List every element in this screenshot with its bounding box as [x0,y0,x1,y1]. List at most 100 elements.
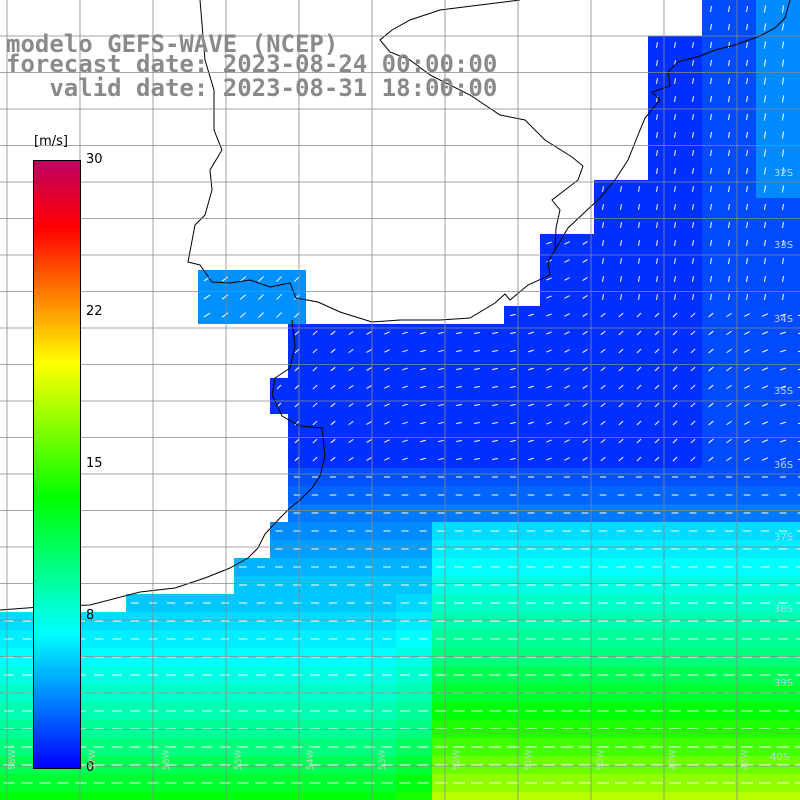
wind-arrow [294,420,300,426]
wind-cell [792,612,800,630]
wind-arrow [456,332,462,334]
wind-arrow [746,239,748,247]
wind-cell [792,342,800,360]
wind-cell [792,0,800,18]
wind-arrow [348,384,354,390]
wind-cell [792,360,800,378]
wind-arrow [636,456,642,462]
wind-cell [342,792,360,800]
wind-arrow [474,458,480,460]
wind-arrow [674,96,676,102]
wind-cell [540,792,558,800]
colorbar-tick-30: 30 [86,152,103,167]
wind-arrow [779,421,787,425]
wind-arrow [781,167,785,175]
wind-arrow [546,313,552,317]
wind-arrow [692,204,694,210]
wind-arrow [438,421,444,425]
wind-arrow [690,420,696,426]
wind-arrow [546,385,552,389]
wind-arrow [582,421,588,425]
wind-arrow [492,439,498,443]
wind-arrow [764,257,766,265]
wind-arrow [384,403,390,407]
wind-arrow [744,457,750,461]
wind-arrow [710,95,712,103]
wind-arrow [600,402,606,408]
wind-arrow [221,294,229,300]
wind-arrow [582,403,588,407]
lon-label: 58W [8,749,18,770]
wind-arrow [763,131,767,139]
wind-arrow [746,5,748,13]
wind-arrow [456,368,462,370]
wind-cell [360,792,378,800]
wind-arrow [564,313,570,317]
wind-arrow [492,367,498,371]
wind-cell [702,792,720,800]
wind-arrow [638,276,640,282]
wind-arrow [618,438,624,444]
wind-arrow [746,59,748,67]
wind-arrow [728,185,730,193]
wind-cell [792,540,800,558]
wind-cell [54,792,72,800]
wind-arrow [764,293,766,301]
wind-arrow [726,348,732,354]
wind-arrow [710,59,712,67]
wind-arrow [528,349,534,353]
wind-arrow [761,385,769,389]
wind-arrow [456,440,462,442]
wind-arrow [546,457,552,461]
wind-arrow [710,275,712,283]
wind-arrow [764,203,766,211]
wind-arrow [546,439,552,443]
wind-arrow [312,384,318,390]
wind-arrow [221,276,229,282]
wind-arrow [656,240,658,246]
wind-cell [108,792,126,800]
wind-arrow [746,149,748,157]
lat-label: 32S [774,168,794,179]
wind-arrow [710,5,712,13]
wind-arrow [690,402,696,408]
wind-arrow [781,23,785,31]
lat-label: 35S [774,386,794,397]
wind-arrow [761,403,769,407]
wind-cell [90,792,108,800]
wind-arrow [797,440,800,443]
wind-arrow [474,332,480,334]
wind-arrow [420,331,426,335]
wind-cell [468,792,486,800]
wind-arrow [528,421,534,425]
wind-arrow [728,275,730,283]
wind-arrow [656,42,658,48]
wind-arrow [692,258,694,264]
wind-arrow [779,349,787,353]
wind-cell [396,792,414,800]
wind-arrow [744,403,750,407]
wind-arrow [674,240,676,246]
wind-arrow [672,384,678,390]
wind-arrow [674,276,676,282]
wind-arrow [782,221,784,229]
wind-cell [486,792,504,800]
wind-arrow [510,385,516,389]
wind-arrow [330,420,336,426]
wind-arrow [402,385,408,389]
wind-cell [684,792,702,800]
wind-arrow [402,421,408,425]
wind-cell [792,306,800,324]
wind-arrow [672,420,678,426]
wind-arrow [763,59,767,67]
lat-label: 38S [774,604,794,615]
wind-arrow [384,385,390,389]
wind-arrow [781,59,785,67]
wind-arrow [674,42,676,48]
wind-arrow [510,349,516,353]
wind-arrow [692,42,694,48]
wind-arrow [690,456,696,462]
wind-arrow [420,421,426,425]
wind-arrow [600,330,606,336]
